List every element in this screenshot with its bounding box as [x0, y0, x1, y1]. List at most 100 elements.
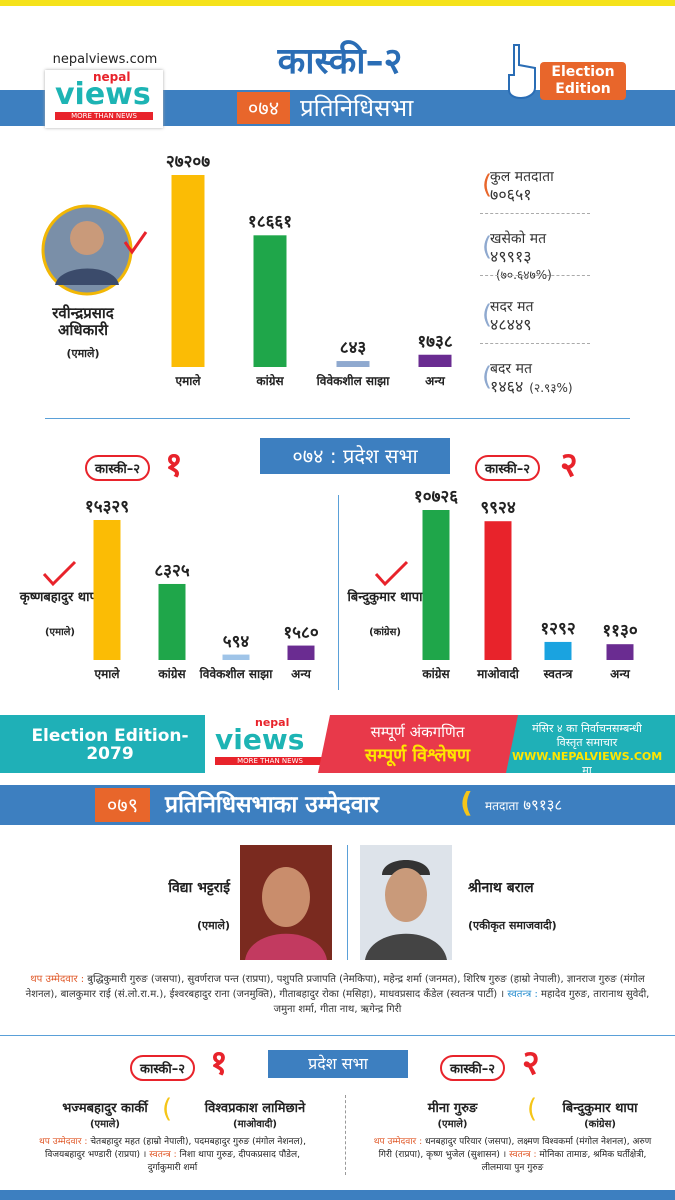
bottom-bar — [0, 1190, 675, 1200]
constituency: कास्की–२ — [130, 1055, 196, 1081]
photo-winner — [41, 204, 148, 296]
photo-candidate — [240, 845, 332, 960]
value-label: १७३८ — [417, 331, 453, 352]
bar — [336, 361, 370, 367]
independents: निशा थापा गुरुङ, दीपकप्रसाद पौडेल, दुर्ग… — [147, 1150, 300, 1173]
divider — [347, 845, 348, 960]
value-label: १५८० — [283, 622, 319, 643]
candidate-party: (एकीकृत समाजवादी) — [468, 919, 557, 932]
other-candidates: थप उम्मेदवार : धनबहादुर परियार (जसपा), ल… — [370, 1136, 655, 1175]
value-label: १०७२६ — [413, 487, 459, 507]
bars — [422, 510, 634, 660]
banner-line1: सम्पूर्ण अंकगणित — [370, 723, 465, 741]
banner-info: मंसिर ४ का निर्वाचनसम्बन्धी विस्तृत समाचा… — [512, 722, 662, 778]
others: बुद्धिकुमारी गुरुङ (जसपा), सुवर्णराज पन्… — [25, 974, 645, 1000]
independents-label: स्वतन्त्र : — [509, 1150, 537, 1160]
value-label: ५९४ — [222, 631, 250, 652]
divider — [0, 1035, 675, 1036]
stat-label: कुल मतदाता — [490, 169, 554, 185]
other-candidates: थप उम्मेदवार : चेतबहादुर महत (हाम्रो नेप… — [30, 1136, 315, 1175]
category-label: कांग्रेस — [158, 667, 186, 681]
section-title: प्रदेश सभा — [268, 1050, 408, 1078]
bracket: ( — [460, 786, 473, 819]
candidate-name: भज्मबहादुर कार्की — [62, 1101, 148, 1116]
logo-tagline: MORE THAN NEWS — [55, 112, 153, 120]
stat-label: बदर मत — [490, 361, 532, 377]
section-title: प्रतिनिधिसभाका उम्मेदवार — [165, 792, 379, 818]
voters-label: मतदाता — [485, 799, 519, 813]
bar — [606, 644, 634, 660]
candidate-party: (एमाले) — [89, 1119, 121, 1130]
logo-brand: views — [215, 723, 305, 756]
year: ०७९ — [95, 788, 150, 822]
candidate-party: (एमाले) — [437, 1119, 468, 1130]
candidate-name: बिन्दुकुमार थापा — [562, 1101, 638, 1116]
banner-line2: सम्पूर्ण विश्लेषण — [364, 745, 471, 766]
others-label: थप उम्मेदवार : — [30, 974, 85, 985]
house: प्रतिनिधिसभा — [300, 94, 414, 122]
value-label: २७२०७ — [165, 152, 211, 172]
divider — [338, 495, 339, 690]
voters: मतदाता ७९१३८ — [485, 795, 562, 815]
constituency-number: २ — [522, 1043, 540, 1083]
stat-value: ७०६५१ — [490, 185, 532, 204]
dash — [480, 275, 590, 276]
bar — [158, 583, 186, 660]
chart: १५३२९ एमाले ८३२५ कांग्रेस ५९४ विवेकशील साझा १५… — [60, 480, 330, 700]
value-label: ८४३ — [339, 338, 367, 359]
winner-party: (एमाले) — [44, 627, 76, 638]
stat-bracket: ( — [482, 232, 493, 262]
constituency: कास्की–२ — [440, 1055, 506, 1081]
stat-value: ४९९१३ — [490, 247, 532, 266]
stat-bracket: ( — [482, 170, 493, 200]
site: nepalviews.com — [52, 52, 158, 67]
stat-bracket: ( — [482, 300, 493, 330]
bars — [171, 175, 452, 367]
banner-url-suffix: मा — [582, 764, 592, 777]
candidate-name: श्रीनाथ बराल — [468, 880, 534, 896]
banner-info1: मंसिर ४ का निर्वाचनसम्बन्धी — [532, 722, 642, 735]
title: कास्की–२ — [277, 41, 403, 82]
logo-top: nepal — [93, 70, 131, 84]
top-bar — [0, 0, 675, 6]
candidate-party: (एमाले) — [196, 919, 230, 932]
constituency-number: २ — [560, 445, 578, 485]
candidate-party: (कांग्रेस) — [584, 1119, 616, 1130]
candidate-name: मीना गुरुङ — [427, 1101, 478, 1116]
candidate-party: (माओवादी) — [233, 1119, 277, 1130]
divider — [45, 418, 630, 419]
independents-label: स्वतन्त्र : — [149, 1150, 177, 1160]
banner-url: WWW.NEPALVIEWS.COM — [512, 750, 663, 763]
constituency: कास्की–२ — [475, 455, 541, 481]
category-label: एमाले — [94, 667, 120, 681]
others-label: थप उम्मेदवार : — [373, 1137, 423, 1147]
winner-party: (एमाले) — [66, 347, 100, 360]
value-label: १२९२ — [540, 618, 576, 639]
candidate-name: विश्वप्रकाश लामिछाने — [204, 1101, 306, 1116]
bracket: ( — [162, 1094, 173, 1124]
chart: १०७२६ कांग्रेस ९९२४ माओवादी १२९२ स्वतन्त्र ११३… — [390, 470, 670, 700]
banner-edition: Election Edition- 2079 — [31, 726, 189, 764]
stat: खसेको मत ४९९१३ (७०.६४७%) — [490, 230, 600, 284]
logo-brand: views — [55, 77, 151, 112]
winner-name: बिन्दुकुमार थापा — [347, 590, 423, 605]
others: चेतबहादुर महत (हाम्रो नेपाली), पदमबहादुर… — [45, 1137, 306, 1160]
others: धनबहादुर परियार (जसपा), लक्ष्मण विश्वकर्… — [378, 1137, 652, 1160]
bar — [222, 654, 250, 660]
category-label: विवेकशील साझा — [199, 667, 273, 681]
stat-note: (२.९३%) — [529, 381, 573, 395]
dash — [480, 343, 590, 344]
logo: nepal views MORE THAN NEWS — [45, 70, 163, 128]
category-label: कांग्रेस — [422, 667, 450, 681]
chart: २७२०७ एमाले १८६६१ कांग्रेस ८४३ विवेकशील साझा १… — [150, 140, 470, 410]
bars — [93, 520, 315, 660]
category-label: अन्य — [291, 667, 311, 681]
independents: महादेव गुरुङ, तारानाथ सुवेदी, जमुना शर्म… — [273, 989, 650, 1015]
bracket: ( — [527, 1094, 538, 1124]
category-label: कांग्रेस — [256, 374, 284, 388]
winner-name: कृष्णबहादुर थापा — [19, 590, 101, 605]
stat-value: १४६४ (२.९३%) — [490, 377, 573, 396]
stat: कुल मतदाता ७०६५१ — [490, 168, 600, 204]
other-candidates: थप उम्मेदवार : बुद्धिकुमारी गुरुङ (जसपा)… — [20, 972, 655, 1017]
voters-value: ७९१३८ — [523, 796, 563, 814]
